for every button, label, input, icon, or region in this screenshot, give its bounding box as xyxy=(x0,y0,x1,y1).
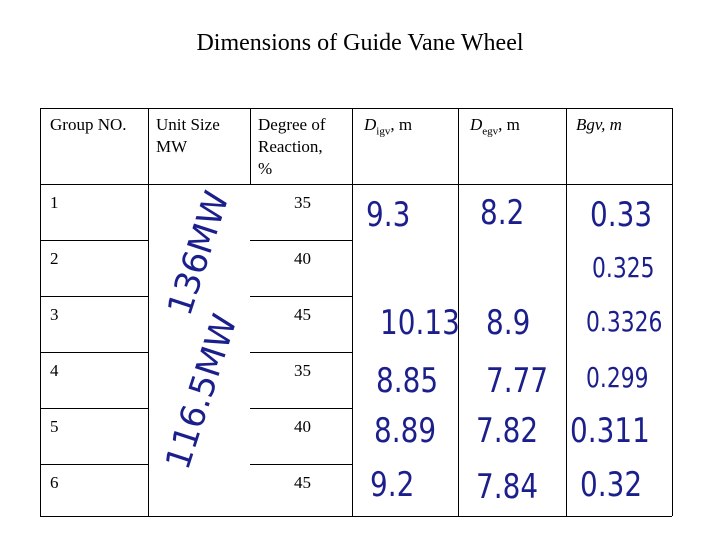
d-egv-value: 8.9 xyxy=(486,303,531,343)
header-degree-line2: Reaction, xyxy=(258,137,323,156)
row-divider xyxy=(40,464,148,465)
row-divider xyxy=(250,296,352,297)
header-degree-line1: Degree of xyxy=(258,115,326,134)
b-gv-value: 0.33 xyxy=(590,195,653,235)
row-divider xyxy=(40,352,148,353)
header-divider xyxy=(40,184,672,185)
degree-of-reaction: 35 xyxy=(294,361,311,380)
d-egv-value: 7.77 xyxy=(486,361,549,401)
header-degree-line3: % xyxy=(258,159,273,178)
row-divider xyxy=(40,240,148,241)
degree-of-reaction: 35 xyxy=(294,193,311,212)
row-divider xyxy=(250,408,352,409)
d-igv-value: 8.89 xyxy=(374,411,437,451)
degree-of-reaction: 45 xyxy=(294,305,311,324)
d-egv-value: 7.82 xyxy=(476,411,539,451)
d-igv-value: 9.3 xyxy=(366,195,411,235)
table-bottom-border xyxy=(40,516,672,517)
header-d-igv: Digv, m xyxy=(364,114,412,142)
group-number: 3 xyxy=(50,305,59,324)
header-d-igv-unit: , m xyxy=(390,115,413,134)
b-gv-value: 0.325 xyxy=(592,251,655,284)
d-igv-value: 9.2 xyxy=(370,465,415,505)
header-unit-size-line2: MW xyxy=(156,137,188,156)
unit-size-handwritten: 136MW xyxy=(160,186,238,321)
row-divider xyxy=(250,352,352,353)
unit-size-handwritten: 116.5MW xyxy=(158,309,246,475)
header-b-gv-label: Bgv, m xyxy=(576,115,622,134)
header-unit-size: Unit Size MW xyxy=(156,114,220,158)
header-d-igv-subscript: igv xyxy=(376,125,391,138)
dimensions-table: Group NO. Unit Size MW Degree of Reactio… xyxy=(40,108,673,517)
header-d-egv: Degv, m xyxy=(470,114,520,142)
b-gv-value: 0.311 xyxy=(570,411,650,451)
header-b-gv: Bgv, m xyxy=(576,114,622,136)
d-igv-value: 10.13 xyxy=(380,303,460,343)
header-unit-size-line1: Unit Size xyxy=(156,115,220,134)
column-divider xyxy=(148,108,149,516)
d-egv-value: 7.84 xyxy=(476,467,539,507)
degree-of-reaction: 40 xyxy=(294,417,311,436)
b-gv-value: 0.3326 xyxy=(586,305,663,338)
b-gv-value: 0.32 xyxy=(580,465,643,505)
group-number: 5 xyxy=(50,417,59,436)
degree-of-reaction: 45 xyxy=(294,473,311,492)
d-egv-value: 8.2 xyxy=(480,193,525,233)
group-number: 6 xyxy=(50,473,59,492)
header-d-egv-unit: , m xyxy=(498,115,520,134)
row-divider xyxy=(250,240,352,241)
column-divider xyxy=(458,108,459,516)
degree-of-reaction: 40 xyxy=(294,249,311,268)
header-group-no: Group NO. xyxy=(50,114,127,136)
group-number: 4 xyxy=(50,361,59,380)
header-d-egv-subscript: egv xyxy=(482,125,499,138)
table-left-border xyxy=(40,108,41,516)
column-divider xyxy=(352,108,353,516)
group-number: 1 xyxy=(50,193,59,212)
row-divider xyxy=(40,296,148,297)
column-divider xyxy=(250,108,251,184)
b-gv-value: 0.299 xyxy=(586,361,649,394)
d-igv-value: 8.85 xyxy=(376,361,439,401)
header-degree: Degree of Reaction, % xyxy=(258,114,326,180)
row-divider xyxy=(250,464,352,465)
table-top-border xyxy=(40,108,672,109)
header-group-no-label: Group NO. xyxy=(50,115,127,134)
column-divider xyxy=(566,108,567,516)
group-number: 2 xyxy=(50,249,59,268)
page-title: Dimensions of Guide Vane Wheel xyxy=(196,30,524,56)
header-d-egv-symbol: D xyxy=(470,115,483,134)
header-d-igv-symbol: D xyxy=(364,115,377,134)
table-right-border xyxy=(672,108,673,516)
row-divider xyxy=(40,408,148,409)
